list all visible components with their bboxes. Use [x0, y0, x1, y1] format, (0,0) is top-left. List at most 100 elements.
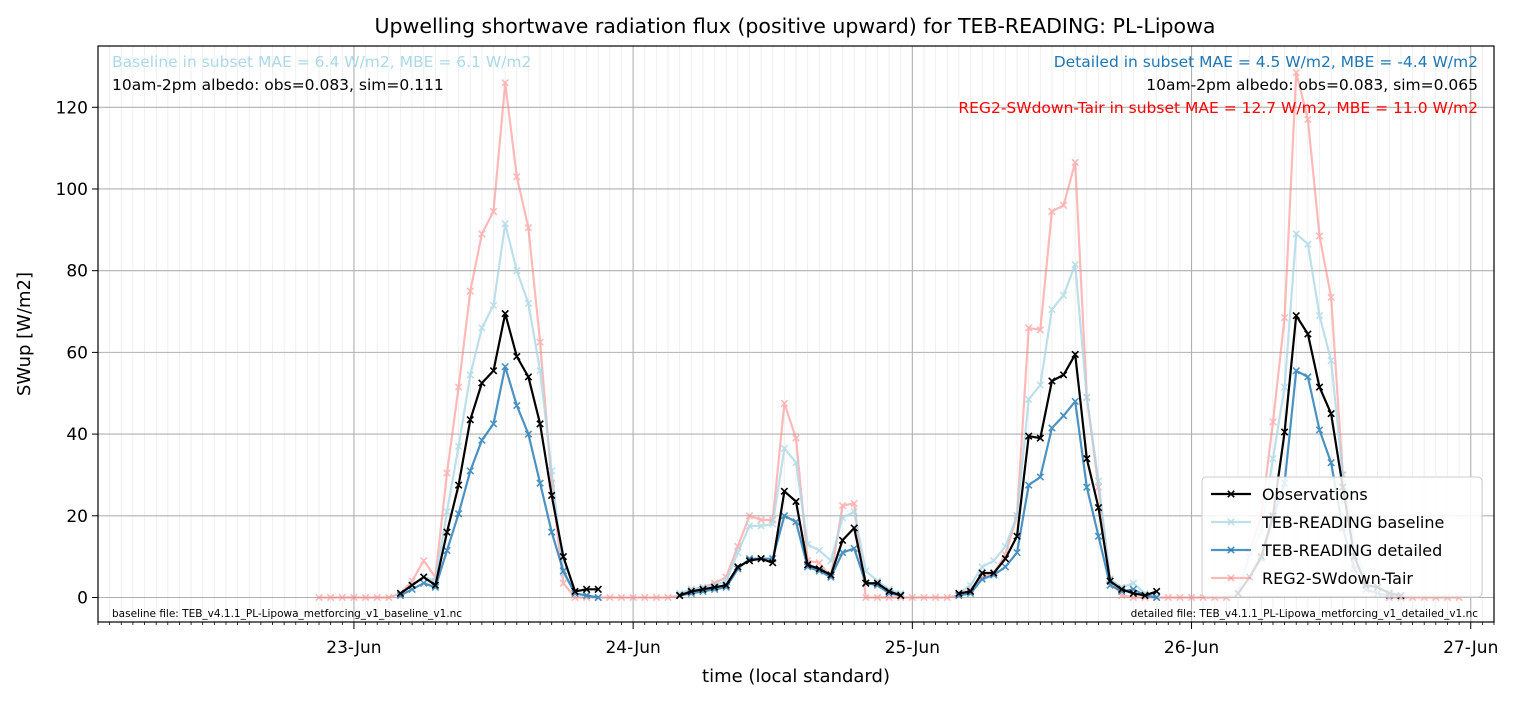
data-point-teb-detailed [792, 518, 800, 526]
annotation-baseline-metrics: Baseline in subset MAE = 6.4 W/m2, MBE =… [112, 53, 531, 71]
data-point-observations [885, 587, 893, 596]
y-tick-label: 0 [77, 588, 88, 608]
data-point-observations [1048, 377, 1056, 385]
data-point-teb-detailed [1024, 481, 1033, 489]
data-point-teb-baseline [990, 556, 998, 565]
data-point-reg2 [1176, 593, 1184, 602]
data-point-reg2 [862, 593, 870, 602]
data-point-observations [536, 420, 544, 428]
data-point-reg2 [920, 593, 928, 602]
series-line-observations [679, 490, 902, 597]
data-point-reg2 [1292, 68, 1300, 77]
data-point-teb-baseline [745, 522, 754, 530]
data-point-observations [524, 373, 533, 381]
annotation-detailed-albedo: 10am-2pm albedo: obs=0.083, sim=0.065 [1146, 76, 1478, 94]
data-point-reg2 [326, 593, 335, 602]
data-point-teb-baseline [1001, 542, 1010, 551]
data-point-observations [1071, 350, 1079, 359]
data-point-observations [734, 563, 742, 571]
data-point-teb-detailed [1094, 532, 1103, 540]
data-point-teb-baseline [792, 458, 800, 467]
data-point-observations [1059, 371, 1068, 379]
data-point-reg2 [338, 593, 347, 602]
data-point-teb-detailed [443, 546, 451, 555]
data-point-reg2 [524, 224, 533, 232]
legend-entry-teb-detailed: TEB-READING detailed [1211, 541, 1442, 560]
data-point-teb-detailed [396, 591, 405, 600]
data-point-teb-baseline [443, 507, 451, 516]
data-point-reg2 [385, 593, 393, 602]
data-point-observations [443, 528, 451, 536]
data-point-observations [582, 585, 591, 594]
x-axis: 23-Jun 24-Jun 25-Jun 26-Jun 27-Jun [97, 622, 1498, 658]
data-point-reg2 [943, 593, 951, 602]
data-point-observations [1292, 311, 1300, 320]
data-point-observations [745, 556, 754, 565]
data-point-observations [990, 569, 998, 577]
data-point-teb-detailed [1315, 426, 1324, 434]
legend-label-teb-detailed: TEB-READING detailed [1261, 541, 1442, 560]
data-point-teb-detailed [524, 430, 533, 438]
data-point-observations [1036, 434, 1045, 442]
data-point-reg2 [419, 556, 428, 565]
annotation-baseline-albedo: 10am-2pm albedo: obs=0.083, sim=0.111 [112, 76, 444, 94]
data-point-teb-detailed [1292, 367, 1300, 375]
data-point-teb-detailed [1071, 397, 1079, 406]
data-point-observations [827, 571, 835, 579]
annotation-reg2-metrics: REG2-SWdown-Tair in subset MAE = 12.7 W/… [958, 99, 1478, 117]
data-point-observations [1304, 330, 1312, 338]
data-point-reg2 [757, 516, 765, 524]
data-point-observations [408, 581, 416, 589]
data-point-teb-detailed [513, 401, 521, 410]
data-point-reg2 [513, 172, 521, 181]
data-point-teb-detailed [780, 512, 789, 520]
data-point-teb-detailed [536, 479, 544, 487]
data-point-observations [1141, 591, 1149, 600]
data-point-teb-baseline [1304, 240, 1312, 248]
data-point-reg2 [629, 593, 637, 602]
data-point-observations [1315, 383, 1324, 391]
plot-area: Baseline in subset MAE = 6.4 W/m2, MBE =… [97, 45, 1495, 623]
data-point-reg2 [559, 579, 568, 587]
data-point-teb-baseline [1315, 311, 1324, 320]
data-point-observations [1001, 554, 1010, 563]
data-point-reg2 [1187, 593, 1196, 602]
y-axis: 0 20 40 60 80 100 120 [56, 98, 98, 608]
data-point-observations [396, 589, 405, 598]
y-tick-label: 40 [66, 425, 88, 445]
data-point-teb-detailed [594, 593, 602, 602]
data-point-observations [594, 585, 602, 594]
data-point-teb-detailed [1059, 411, 1068, 420]
data-point-teb-detailed [1152, 593, 1161, 602]
data-point-reg2 [931, 593, 940, 602]
data-point-teb-baseline [501, 219, 509, 228]
data-point-teb-detailed [850, 544, 858, 553]
y-tick-label: 100 [56, 180, 88, 200]
data-point-reg2 [792, 434, 800, 442]
x-tick-label: 26-Jun [1164, 638, 1219, 658]
data-point-observations [1117, 585, 1126, 594]
data-point-reg2 [1024, 324, 1033, 332]
data-point-teb-baseline [838, 514, 847, 522]
x-tick-label: 23-Jun [326, 638, 381, 658]
legend-entry-teb-baseline: TEB-READING baseline [1211, 513, 1444, 532]
data-point-observations [1129, 589, 1138, 598]
data-point-observations [955, 589, 963, 598]
data-point-teb-detailed [466, 467, 475, 475]
data-point-teb-detailed [547, 528, 556, 536]
data-point-teb-detailed [559, 567, 568, 575]
data-point-teb-baseline [1036, 381, 1045, 389]
data-point-reg2 [1071, 158, 1079, 167]
data-point-teb-detailed [1083, 483, 1091, 491]
data-point-observations [803, 561, 812, 569]
x-tick-label: 25-Jun [885, 638, 940, 658]
data-point-observations [501, 309, 509, 318]
data-point-reg2 [1048, 207, 1056, 216]
data-point-observations [978, 569, 986, 577]
y-tick-label: 120 [56, 98, 88, 118]
data-point-reg2 [489, 207, 498, 216]
data-point-reg2 [350, 593, 358, 602]
data-point-reg2 [1315, 232, 1324, 240]
data-point-reg2 [1304, 115, 1312, 124]
